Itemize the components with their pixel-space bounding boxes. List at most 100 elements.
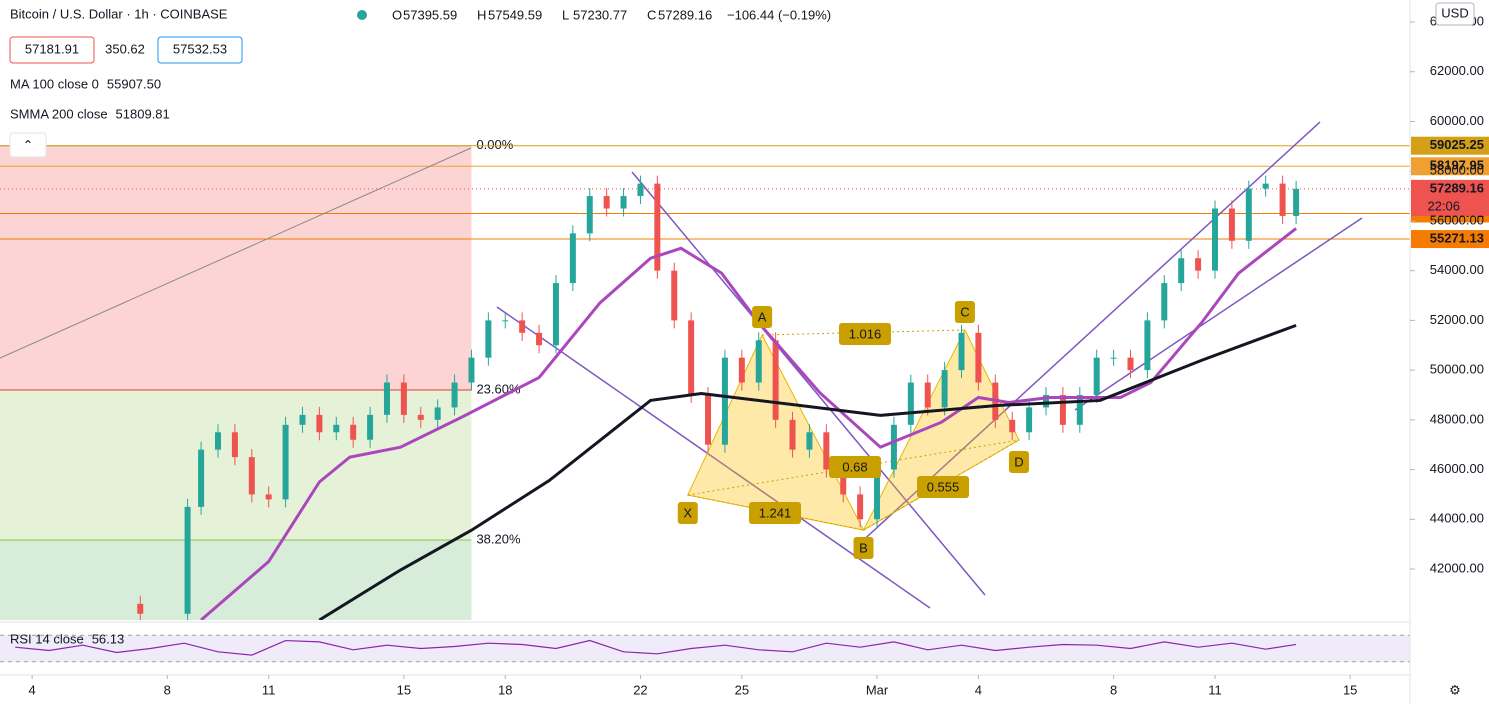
candle-body <box>231 432 238 458</box>
candle-body <box>907 382 914 425</box>
bid: 57181.91 <box>25 41 79 56</box>
ask-box[interactable] <box>157 36 243 64</box>
x-tick-label: 11 <box>262 682 276 697</box>
change: −106.44 (−0.19%) <box>727 7 831 22</box>
pattern-point-label-box <box>677 502 698 525</box>
candle-body <box>806 432 813 450</box>
x-tick-label: 18 <box>498 682 512 697</box>
currency-box[interactable] <box>1435 2 1475 26</box>
x-tick-label: 11 <box>1208 682 1222 697</box>
indicator-name: SMMA 200 close <box>10 106 108 121</box>
candle-body <box>536 332 543 346</box>
y-tick-label: 60000.00 <box>1430 113 1484 128</box>
candle-body <box>1279 183 1286 216</box>
x-tick-label: 22 <box>633 682 647 697</box>
candle-body <box>772 340 779 420</box>
indicator-value: 55907.50 <box>107 76 161 91</box>
pattern-point-label: D <box>1014 454 1023 469</box>
x-tick-label: 15 <box>397 682 411 697</box>
candle-body <box>400 382 407 415</box>
candle-body <box>265 494 272 500</box>
candle-body <box>333 424 340 433</box>
fib-label: 38.20% <box>476 531 521 546</box>
candle-body <box>569 233 576 284</box>
candle-body <box>789 419 796 450</box>
pattern-dotted <box>687 439 1020 496</box>
candle-body <box>1110 357 1117 359</box>
level-tag <box>1411 136 1489 155</box>
last-price-tag <box>1411 179 1489 216</box>
pattern-point-label: A <box>758 309 767 324</box>
countdown: 22:06 <box>1427 198 1460 213</box>
candle-body <box>603 196 610 209</box>
candle-body <box>1144 320 1151 371</box>
candle-body <box>299 414 306 425</box>
fib-zone-green <box>0 390 472 541</box>
x-tick-label: 8 <box>164 682 171 697</box>
candle-body <box>214 432 221 450</box>
symbol: Bitcoin / U.S. Dollar · 1h · COINBASE <box>10 6 228 21</box>
level-label: 58197.95 <box>1430 158 1484 173</box>
candle-body <box>1161 283 1168 321</box>
pattern-point-label: X <box>683 505 692 520</box>
ohlc-key: C <box>647 7 656 22</box>
fib-label: 0.00% <box>476 137 513 152</box>
x-tick-label: 25 <box>735 682 749 697</box>
rsi-band-bg <box>0 635 1410 662</box>
candle-body <box>671 270 678 321</box>
indicator-name: MA 100 close 0 <box>10 76 99 91</box>
indicator-value: 51809.81 <box>116 106 170 121</box>
candle-body <box>637 183 644 197</box>
y-tick-label: 58000.00 <box>1430 163 1484 178</box>
trend-lines <box>496 121 1363 609</box>
pattern-ratio: 0.555 <box>927 479 960 494</box>
rsi-line <box>15 639 1297 656</box>
candle-body <box>502 320 509 322</box>
spread: 350.62 <box>105 41 145 56</box>
candle-body <box>198 449 205 507</box>
ohlc-key: H <box>477 7 486 22</box>
bid-box[interactable] <box>9 36 95 64</box>
candle-body <box>1211 208 1218 271</box>
candle-body <box>958 332 965 371</box>
collapse-button[interactable] <box>9 132 47 158</box>
candle-body <box>890 424 897 470</box>
ohlc-key: L <box>562 7 569 22</box>
candle-body <box>350 424 357 440</box>
candle-body <box>1093 357 1100 395</box>
candle-body <box>434 407 441 420</box>
currency: USD <box>1441 5 1468 20</box>
candle-body <box>620 196 627 209</box>
candle-body <box>1076 394 1083 425</box>
x-tick-label: 4 <box>28 682 35 697</box>
candle-body <box>367 414 374 440</box>
pattern-ratio: 0.68 <box>842 459 867 474</box>
candle-body <box>857 494 864 520</box>
candle-body <box>383 382 390 415</box>
candle-body <box>874 469 881 520</box>
pattern-ratio-box <box>839 323 891 345</box>
y-tick-label: 44000.00 <box>1430 511 1484 526</box>
candle-body <box>823 432 830 470</box>
candle-body <box>975 332 982 383</box>
candle-body <box>485 320 492 358</box>
rsi-value: 56.13 <box>92 631 125 646</box>
candle-body <box>1262 183 1269 189</box>
ohlc-value: 57230.77 <box>573 7 627 22</box>
fib-zone-red <box>0 145 472 391</box>
candle-body <box>705 394 712 445</box>
pattern-point-label-box <box>752 306 773 329</box>
candle-body <box>1009 419 1016 433</box>
level-tag <box>1411 157 1489 176</box>
settings-icon[interactable]: ⚙ <box>1449 682 1461 697</box>
candle-body <box>586 196 593 234</box>
candle-body <box>738 357 745 383</box>
candle-body <box>137 603 144 614</box>
candle-body <box>468 357 475 383</box>
rsi-name: RSI 14 close <box>10 631 84 646</box>
y-tick-label: 52000.00 <box>1430 312 1484 327</box>
pattern-ratio: 1.241 <box>759 505 792 520</box>
candle-body <box>316 414 323 433</box>
ask: 57532.53 <box>173 41 227 56</box>
